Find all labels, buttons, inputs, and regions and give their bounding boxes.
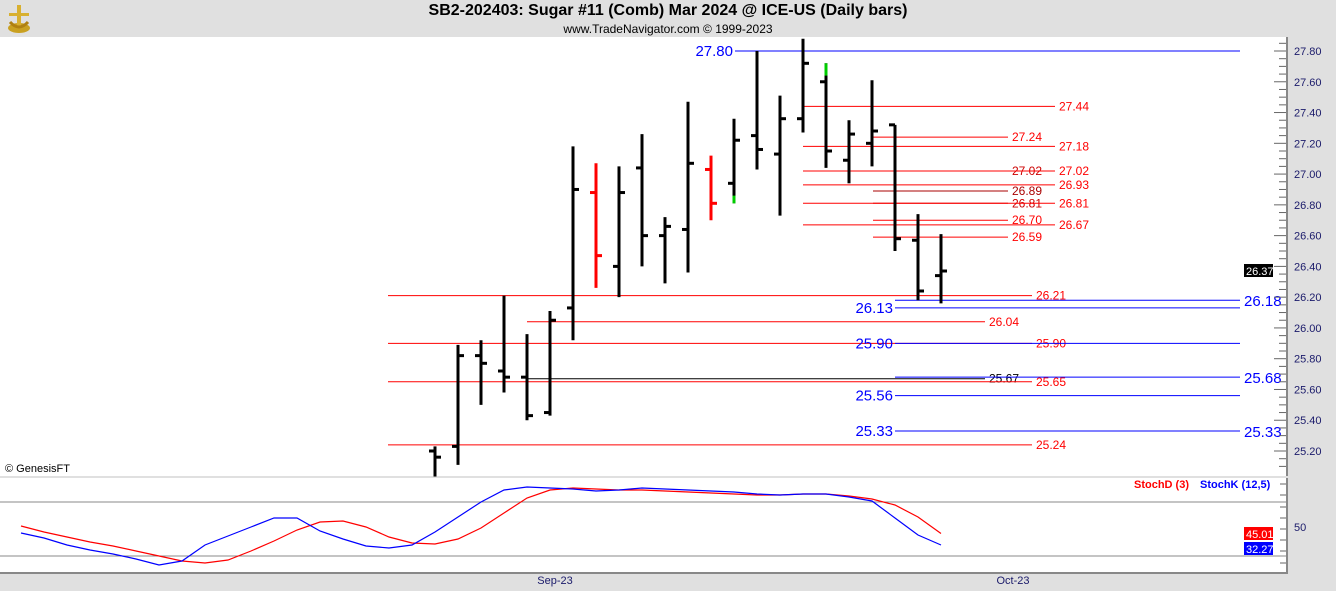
y-tick-label: 25.80 bbox=[1294, 354, 1322, 366]
level-label: 26.70 bbox=[1012, 213, 1042, 227]
price-bar bbox=[682, 101, 694, 273]
copyright-label: © GenesisFT bbox=[5, 463, 70, 475]
level-label: 27.02 bbox=[1059, 164, 1089, 178]
price-bar bbox=[475, 340, 487, 405]
level-label: 25.56 bbox=[855, 388, 893, 405]
level-label: 26.89 bbox=[1012, 184, 1042, 198]
stoch-panel bbox=[0, 478, 1287, 573]
chart-title: SB2-202403: Sugar #11 (Comb) Mar 2024 @ … bbox=[428, 2, 908, 19]
stoch-value-label: 32.27 bbox=[1246, 544, 1274, 556]
y-tick-label: 26.20 bbox=[1294, 292, 1322, 304]
level-label: 27.44 bbox=[1059, 99, 1089, 113]
x-tick-label: Oct-23 bbox=[996, 575, 1029, 587]
y-tick-label: 25.20 bbox=[1294, 446, 1322, 458]
price-bar bbox=[636, 134, 648, 267]
level-label: 25.68 bbox=[1244, 370, 1282, 387]
price-bar bbox=[521, 334, 533, 421]
y-tick-label: 27.40 bbox=[1294, 108, 1322, 120]
x-tick-label: Sep-23 bbox=[537, 575, 572, 587]
y-tick-label: 25.40 bbox=[1294, 415, 1322, 427]
y-tick-label: 27.60 bbox=[1294, 77, 1322, 89]
last-price-label: 26.37 bbox=[1246, 266, 1274, 278]
level-label: 25.65 bbox=[1036, 375, 1066, 389]
stoch-tick-label: 50 bbox=[1294, 522, 1306, 534]
price-bar bbox=[866, 80, 878, 167]
price-bar bbox=[912, 214, 924, 301]
level-label: 25.67 bbox=[989, 372, 1019, 386]
y-tick-label: 25.60 bbox=[1294, 384, 1322, 396]
level-label: 26.59 bbox=[1012, 230, 1042, 244]
stoch-value-badge bbox=[1244, 527, 1273, 540]
last-price-badge bbox=[1244, 264, 1273, 278]
level-label: 25.24 bbox=[1036, 438, 1066, 452]
price-bar bbox=[728, 118, 740, 204]
price-bar bbox=[774, 95, 786, 216]
y-tick-label: 26.00 bbox=[1294, 323, 1322, 335]
legend-stochd: StochD (3) bbox=[1134, 479, 1189, 491]
price-bar bbox=[613, 166, 625, 298]
level-label: 26.13 bbox=[855, 300, 893, 317]
chart-subtitle: www.TradeNavigator.com © 1999-2023 bbox=[563, 22, 773, 36]
level-label: 26.04 bbox=[989, 315, 1019, 329]
price-bar bbox=[751, 51, 763, 170]
price-bar bbox=[797, 38, 809, 133]
price-bar bbox=[567, 146, 579, 341]
level-label: 26.21 bbox=[1036, 289, 1066, 303]
price-bar bbox=[889, 123, 901, 252]
y-tick-label: 26.60 bbox=[1294, 231, 1322, 243]
y-tick-label: 27.80 bbox=[1294, 46, 1322, 58]
stoch-value-label: 45.01 bbox=[1246, 529, 1274, 541]
price-bar bbox=[590, 163, 602, 288]
y-tick-label: 27.20 bbox=[1294, 138, 1322, 150]
level-label: 27.24 bbox=[1012, 130, 1042, 144]
stoch-value-badge bbox=[1244, 542, 1273, 555]
price-bar bbox=[935, 234, 947, 304]
level-label: 26.81 bbox=[1059, 196, 1089, 210]
price-bar bbox=[544, 311, 556, 416]
stoch-line-k bbox=[20, 486, 942, 566]
y-tick-label: 27.00 bbox=[1294, 169, 1322, 181]
level-label: 26.93 bbox=[1059, 178, 1089, 192]
level-label: 25.33 bbox=[1244, 424, 1282, 441]
price-bar bbox=[429, 446, 441, 477]
level-label: 26.67 bbox=[1059, 218, 1089, 232]
y-tick-label: 26.40 bbox=[1294, 261, 1322, 273]
price-bar bbox=[843, 120, 855, 184]
level-label: 27.18 bbox=[1059, 139, 1089, 153]
level-label: 25.33 bbox=[855, 423, 893, 440]
level-label: 27.80 bbox=[695, 43, 733, 60]
price-bar bbox=[705, 155, 717, 221]
level-label: 26.18 bbox=[1244, 293, 1282, 310]
y-tick-label: 26.80 bbox=[1294, 200, 1322, 212]
trade-navigator-logo-icon bbox=[8, 5, 30, 33]
price-bar bbox=[820, 63, 832, 168]
price-bar bbox=[498, 295, 510, 393]
price-bar bbox=[659, 217, 671, 284]
level-label: 25.90 bbox=[855, 335, 893, 352]
price-bar bbox=[452, 344, 464, 465]
legend-stochk: StochK (12,5) bbox=[1200, 479, 1271, 491]
